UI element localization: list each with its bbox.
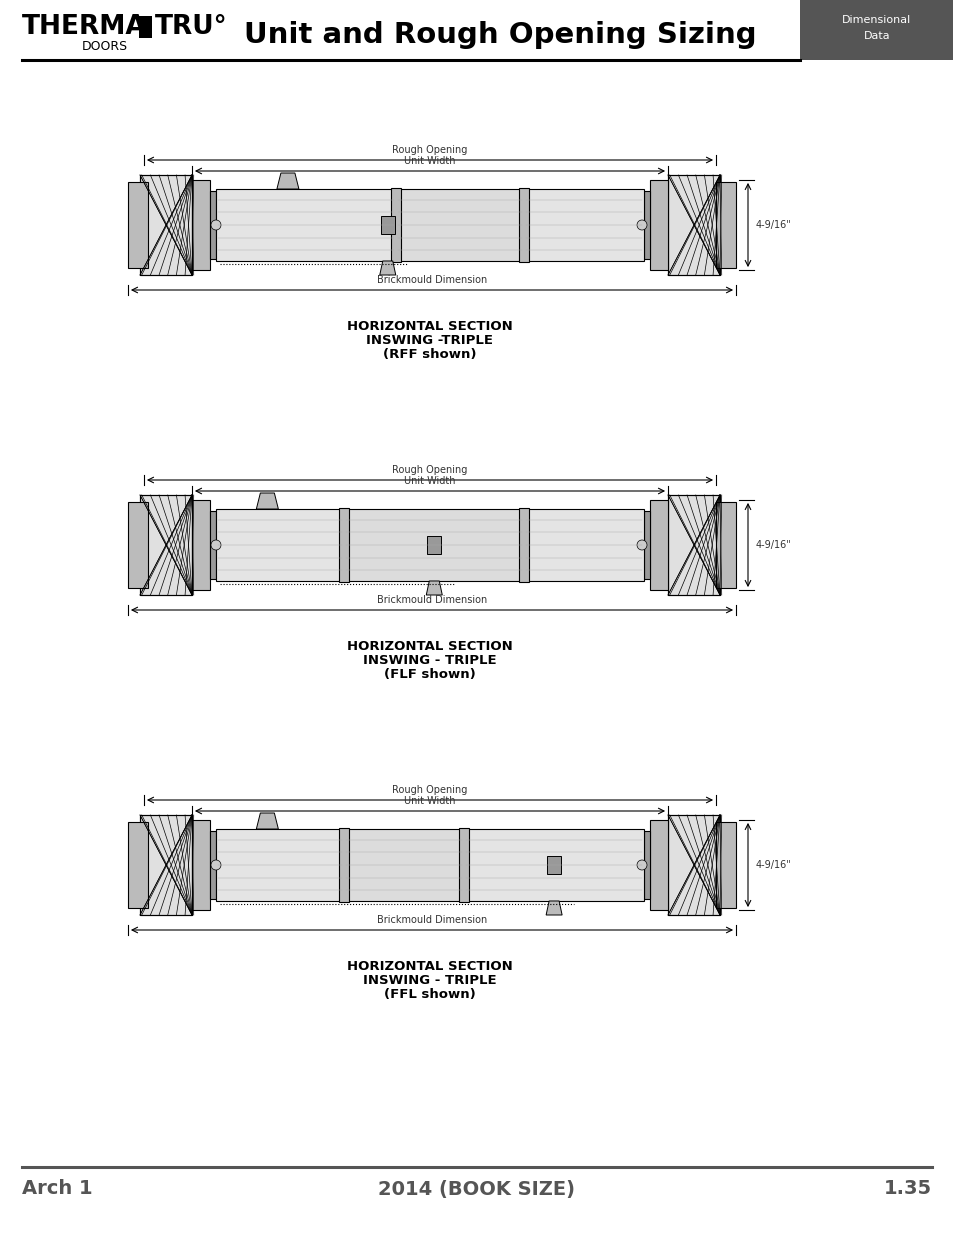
Bar <box>139 16 152 38</box>
Circle shape <box>637 540 646 550</box>
Text: INSWING - TRIPLE: INSWING - TRIPLE <box>363 655 497 667</box>
Bar <box>667 495 720 595</box>
Text: TRU°: TRU° <box>154 14 228 40</box>
Bar <box>128 823 148 908</box>
Circle shape <box>637 220 646 230</box>
Bar <box>215 189 395 261</box>
Text: Data: Data <box>862 31 889 41</box>
Text: 4-9/16": 4-9/16" <box>755 540 791 550</box>
Bar <box>649 500 667 590</box>
Bar <box>215 509 344 580</box>
Polygon shape <box>545 902 561 915</box>
Bar <box>215 829 344 902</box>
Circle shape <box>211 860 221 869</box>
Text: Rough Opening: Rough Opening <box>392 785 467 795</box>
Bar <box>339 508 349 582</box>
Text: Rough Opening: Rough Opening <box>392 466 467 475</box>
Bar <box>800 0 953 61</box>
Text: 2014 (BOOK SIZE): 2014 (BOOK SIZE) <box>378 1179 575 1198</box>
Bar <box>518 508 529 582</box>
Bar <box>518 188 529 262</box>
Bar <box>128 182 148 268</box>
Text: Unit Width: Unit Width <box>404 156 456 165</box>
Text: 4-9/16": 4-9/16" <box>755 220 791 230</box>
Text: Unit Width: Unit Width <box>404 797 456 806</box>
Text: THERMA: THERMA <box>22 14 147 40</box>
Bar <box>344 829 464 902</box>
Bar <box>427 536 441 555</box>
Circle shape <box>211 540 221 550</box>
Text: HORIZONTAL SECTION: HORIZONTAL SECTION <box>347 640 513 653</box>
Text: 1.35: 1.35 <box>882 1179 931 1198</box>
Text: Brickmould Dimension: Brickmould Dimension <box>376 595 487 605</box>
Text: Rough Opening: Rough Opening <box>392 144 467 156</box>
Circle shape <box>211 220 221 230</box>
Bar <box>643 511 649 579</box>
Text: INSWING - TRIPLE: INSWING - TRIPLE <box>363 974 497 987</box>
Polygon shape <box>256 813 278 829</box>
Text: 4-9/16": 4-9/16" <box>755 860 791 869</box>
Bar <box>210 831 215 899</box>
Polygon shape <box>379 261 395 275</box>
Text: Dimensional: Dimensional <box>841 15 911 25</box>
Bar <box>667 175 720 275</box>
Text: Brickmould Dimension: Brickmould Dimension <box>376 275 487 285</box>
Bar <box>192 180 210 270</box>
Bar <box>391 188 400 262</box>
Text: HORIZONTAL SECTION: HORIZONTAL SECTION <box>347 960 513 973</box>
Text: INSWING -TRIPLE: INSWING -TRIPLE <box>366 333 493 347</box>
Bar <box>140 495 192 595</box>
Bar <box>523 509 643 580</box>
Bar <box>395 189 523 261</box>
Text: Unit Width: Unit Width <box>404 475 456 487</box>
Bar <box>192 820 210 910</box>
Bar <box>667 815 720 915</box>
Text: (RFF shown): (RFF shown) <box>383 348 476 361</box>
Text: (FFL shown): (FFL shown) <box>384 988 476 1002</box>
Text: HORIZONTAL SECTION: HORIZONTAL SECTION <box>347 320 513 333</box>
Bar <box>380 216 395 233</box>
Bar <box>667 815 720 915</box>
Bar <box>643 191 649 259</box>
Text: Unit and Rough Opening Sizing: Unit and Rough Opening Sizing <box>243 21 756 49</box>
Bar <box>140 815 192 915</box>
Bar <box>716 823 735 908</box>
Bar <box>547 856 560 874</box>
Bar <box>649 820 667 910</box>
Bar <box>128 501 148 588</box>
Bar <box>210 511 215 579</box>
Circle shape <box>637 860 646 869</box>
Bar <box>667 175 720 275</box>
Bar <box>464 829 643 902</box>
Bar <box>140 175 192 275</box>
Bar <box>716 501 735 588</box>
Bar <box>339 827 349 902</box>
Bar <box>716 182 735 268</box>
Polygon shape <box>426 580 442 595</box>
Bar <box>667 495 720 595</box>
Bar <box>643 831 649 899</box>
Bar <box>192 500 210 590</box>
Bar <box>140 815 192 915</box>
Bar <box>140 175 192 275</box>
Text: Arch 1: Arch 1 <box>22 1179 92 1198</box>
Polygon shape <box>256 493 278 509</box>
Polygon shape <box>276 173 298 189</box>
Text: DOORS: DOORS <box>82 41 128 53</box>
Bar <box>140 495 192 595</box>
Bar <box>210 191 215 259</box>
Bar <box>523 189 643 261</box>
Text: Brickmould Dimension: Brickmould Dimension <box>376 915 487 925</box>
Bar <box>344 509 523 580</box>
Bar <box>458 827 469 902</box>
Bar <box>649 180 667 270</box>
Text: (FLF shown): (FLF shown) <box>384 668 476 680</box>
